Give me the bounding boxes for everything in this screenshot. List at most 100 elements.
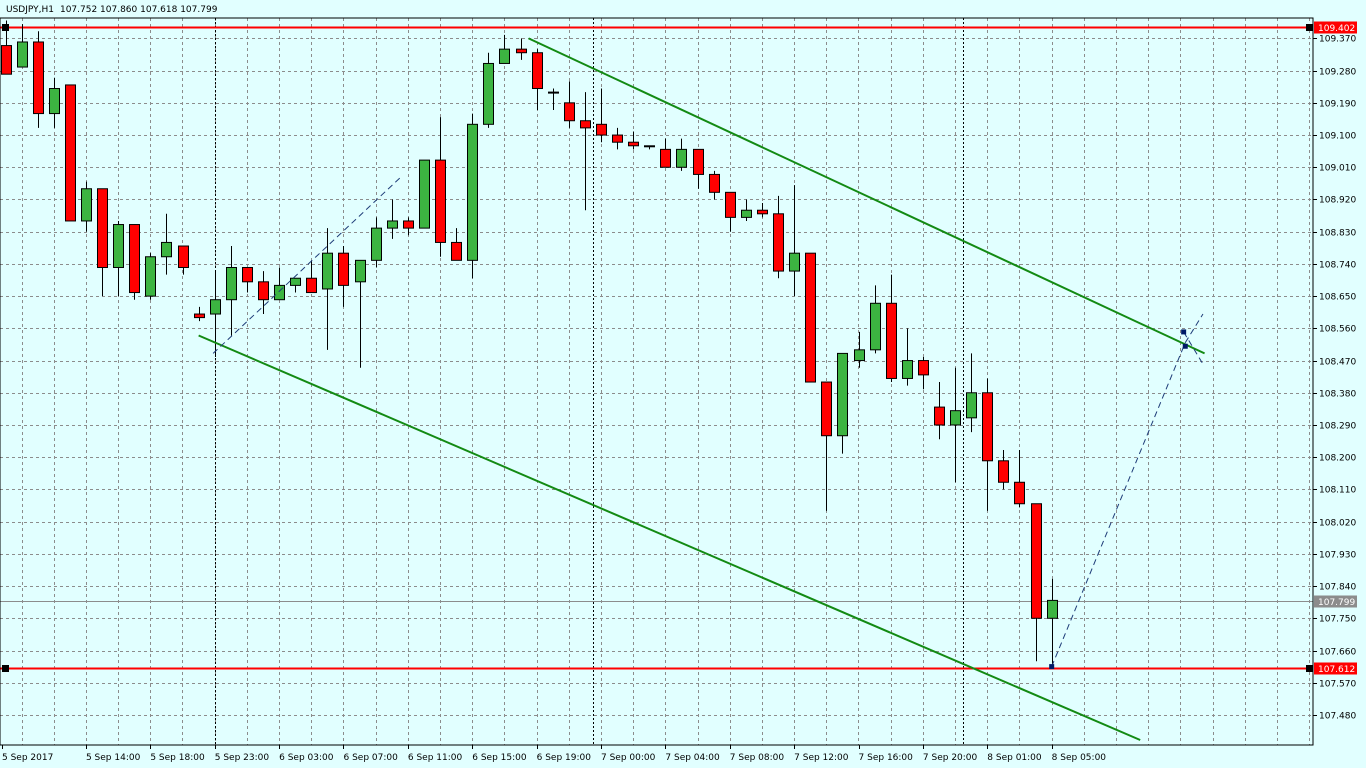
candle-bull [966, 392, 977, 419]
time-tick-label: 7 Sep 16:00 [859, 753, 914, 763]
horizontal-line-handle[interactable] [2, 665, 9, 672]
price-tick-label: 108.740 [1319, 261, 1356, 271]
candle-bear [1014, 481, 1025, 505]
symbol-label: USDJPY,H1 [6, 5, 54, 15]
candle-bear [306, 277, 317, 294]
dashed-line[interactable] [1183, 331, 1204, 365]
candle-bear [628, 141, 639, 147]
time-tick-label: 5 Sep 18:00 [150, 753, 205, 763]
price-tick-label: 108.920 [1319, 196, 1356, 206]
candle-bear [757, 209, 768, 215]
price-tick-label: 107.840 [1319, 583, 1356, 593]
price-tag-label: 109.402 [1318, 24, 1355, 34]
line-anchor-point[interactable] [1181, 329, 1187, 335]
current-price-label: 107.799 [1318, 598, 1355, 608]
line-markers[interactable] [1049, 329, 1188, 670]
price-tick-label: 109.280 [1319, 68, 1356, 78]
time-tick-label: 7 Sep 20:00 [923, 753, 978, 763]
candle-bear [693, 148, 704, 175]
horizontal-lines[interactable] [0, 24, 1313, 672]
candle-bull [902, 360, 913, 379]
candle-bear [773, 213, 784, 272]
time-tick-label: 6 Sep 03:00 [279, 753, 334, 763]
candle-bull [355, 259, 366, 283]
plot-frame [0, 17, 1314, 746]
time-tick-label: 7 Sep 00:00 [601, 753, 656, 763]
price-tick-label: 109.010 [1319, 164, 1356, 174]
price-tick-label: 107.750 [1319, 615, 1356, 625]
candle-bear [934, 406, 945, 426]
candle-bull [950, 410, 961, 426]
time-tick-label: 7 Sep 08:00 [730, 753, 785, 763]
price-tick-label: 107.930 [1319, 551, 1356, 561]
candle-bull [870, 302, 881, 351]
current-price-tag [1314, 595, 1357, 608]
candle-bear [660, 148, 671, 168]
dashed-line[interactable] [1184, 313, 1204, 343]
candle-bear [242, 266, 253, 283]
candle-bull [676, 148, 687, 168]
candle-bull [854, 349, 865, 362]
price-tick-label: 107.660 [1319, 648, 1356, 658]
candle-bear [612, 134, 623, 143]
horizontal-line-handle[interactable] [2, 24, 9, 31]
trend-line[interactable] [198, 334, 1141, 741]
time-tick-label: 5 Sep 23:00 [215, 753, 270, 763]
price-tick-label: 108.110 [1319, 486, 1356, 496]
horizontal-line-handle[interactable] [1306, 665, 1313, 672]
dashed-line[interactable] [212, 177, 401, 354]
day-separators [215, 18, 964, 745]
time-tick-label: 8 Sep 05:00 [1052, 753, 1107, 763]
candle-bear [709, 173, 720, 193]
candle-bear [338, 252, 349, 286]
candle-bull [161, 241, 172, 258]
time-tick-label: 8 Sep 01:00 [987, 753, 1042, 763]
candle-bull [290, 277, 301, 286]
price-tick-label: 108.830 [1319, 229, 1356, 239]
chart-title: USDJPY,H1 107.752 107.860 107.618 107.799 [6, 5, 218, 15]
candle-bull [741, 209, 752, 218]
price-tick-label: 108.380 [1319, 390, 1356, 400]
candle-bear [725, 191, 736, 218]
time-tick-label: 6 Sep 07:00 [343, 753, 398, 763]
price-tag [1314, 662, 1357, 675]
candle-bull [387, 220, 398, 229]
candle-bull [49, 88, 60, 115]
trend-lines[interactable] [198, 37, 1205, 741]
candle-bear [564, 102, 575, 122]
price-tick-label: 107.480 [1319, 712, 1356, 722]
candle-bear [435, 159, 446, 243]
time-tick-label: 7 Sep 04:00 [665, 753, 720, 763]
dashed-line[interactable] [1051, 342, 1186, 667]
dashed-lines[interactable] [212, 177, 1204, 667]
horizontal-line-handle[interactable] [1306, 24, 1313, 31]
time-tick-label: 5 Sep 2017 [2, 753, 53, 763]
candle-bear [1031, 503, 1042, 619]
candle-bull [789, 252, 800, 272]
candle-bull [81, 188, 92, 222]
candle-bear [805, 252, 816, 383]
candle-bull [210, 299, 221, 315]
price-tick-label: 108.020 [1319, 519, 1356, 529]
candle-bear [65, 84, 76, 222]
candle-bull [483, 62, 494, 125]
candle-bear [821, 381, 832, 437]
candles [1, 20, 1058, 665]
candle-bear [886, 302, 897, 379]
price-axis: 109.370 109.280 109.190 109.100 109.010 108.9… [1313, 21, 1357, 722]
candle-bull [499, 48, 510, 64]
candle-bear [918, 360, 929, 376]
line-anchor-point[interactable] [1182, 343, 1188, 349]
time-axis: 5 Sep 2017 5 Sep 14:00 5 Sep 18:00 5 Sep 23… [2, 745, 1106, 763]
candle-bear [451, 241, 462, 261]
time-tick-label: 6 Sep 15:00 [472, 753, 527, 763]
line-anchor-point[interactable] [1049, 664, 1055, 670]
candle-bull [837, 352, 848, 437]
candle-bull [145, 256, 156, 297]
trend-line[interactable] [528, 37, 1205, 355]
candle-bear [129, 224, 140, 294]
price-tick-label: 107.570 [1319, 680, 1356, 690]
price-tick-label: 108.290 [1319, 422, 1356, 432]
